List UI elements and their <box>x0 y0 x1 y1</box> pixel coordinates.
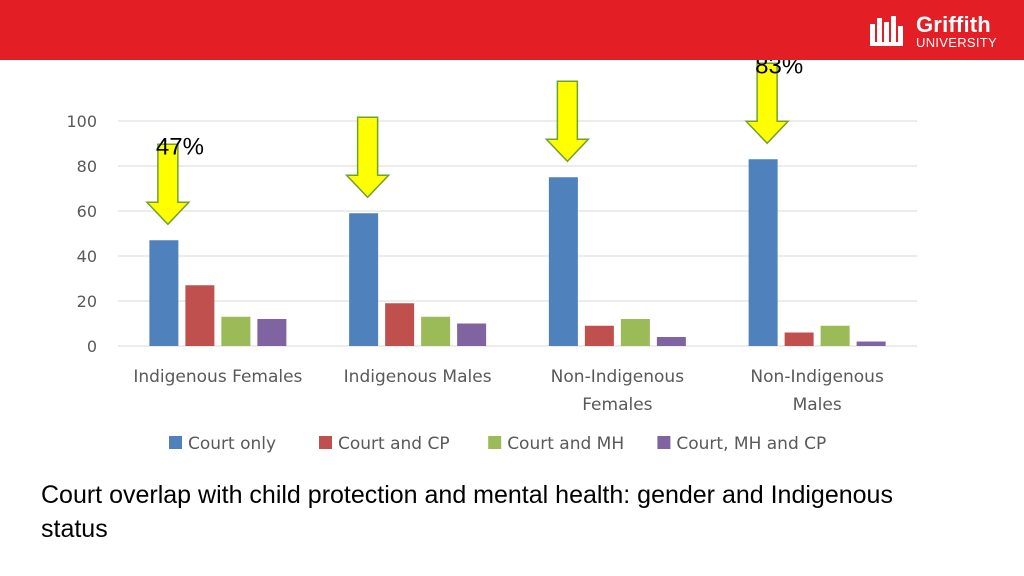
x-tick-label: Indigenous Males <box>344 367 492 387</box>
bar <box>385 303 415 346</box>
logo-wordmark: Griffith <box>916 12 991 37</box>
y-tick-label: 60 <box>77 202 97 221</box>
bar <box>457 323 487 346</box>
logo-subtitle: UNIVERSITY <box>916 35 998 50</box>
data-annotation: 47% <box>156 133 204 160</box>
x-tick-label: Indigenous Females <box>133 367 302 387</box>
bar <box>820 325 850 346</box>
bar <box>856 341 886 346</box>
bar <box>149 240 179 346</box>
legend-label: Court and CP <box>338 434 450 454</box>
y-tick-label: 20 <box>77 292 97 311</box>
bar <box>349 213 379 346</box>
bar <box>421 316 451 346</box>
header-bar: Griffith UNIVERSITY <box>0 0 1024 60</box>
legend-swatch <box>169 436 182 449</box>
bar-chart: 0 20 40 60 80 100 Indigenous Females Indigenous… <box>66 60 917 454</box>
x-tick-label: Non-Indigenous <box>551 367 685 387</box>
legend-swatch <box>319 436 332 449</box>
bar <box>221 316 251 346</box>
university-logo[interactable]: Griffith UNIVERSITY <box>868 12 1016 52</box>
y-tick-label: 80 <box>77 157 97 176</box>
bar <box>748 159 778 346</box>
down-arrow-icon <box>145 143 191 226</box>
griffith-logo-icon <box>870 16 903 46</box>
data-annotation: 83% <box>755 60 803 79</box>
bar <box>548 177 578 346</box>
y-tick-label: 100 <box>66 112 97 131</box>
y-tick-label: 40 <box>77 247 97 266</box>
slide-caption: Court overlap with child protection and … <box>41 481 893 543</box>
down-arrow-icon <box>344 116 391 199</box>
legend-swatch <box>488 436 502 449</box>
legend-swatch <box>657 436 671 449</box>
x-tick-label: Non-Indigenous <box>750 367 884 387</box>
down-arrow-icon <box>744 62 790 145</box>
bar <box>584 325 614 346</box>
legend-label: Court, MH and CP <box>676 434 826 454</box>
bar <box>185 285 215 346</box>
bar <box>257 319 287 346</box>
bar <box>656 337 686 346</box>
y-tick-label: 0 <box>87 337 97 356</box>
legend-label: Court only <box>188 434 276 454</box>
bar <box>620 319 650 346</box>
x-tick-label: Females <box>582 395 652 415</box>
x-tick-label: Males <box>793 395 842 415</box>
bar <box>784 332 814 346</box>
down-arrow-icon <box>544 80 591 163</box>
legend-label: Court and MH <box>507 434 624 454</box>
